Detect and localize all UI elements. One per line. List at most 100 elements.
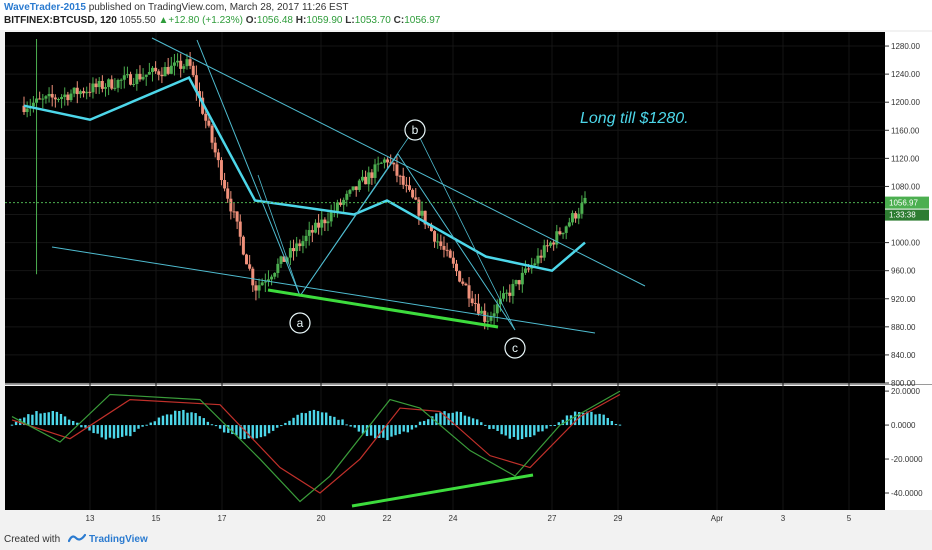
candle-body — [194, 75, 198, 92]
macd-bar — [341, 419, 344, 426]
candle-body — [270, 276, 274, 280]
macd-tick-label: 20.0000 — [891, 387, 920, 396]
candle-body — [147, 71, 151, 75]
candle-body — [160, 74, 164, 77]
candle-body — [82, 91, 86, 94]
price-tick-label: 1280.00 — [891, 42, 920, 51]
price-tick-label: 840.00 — [891, 351, 916, 360]
macd-bar — [202, 418, 205, 426]
candle-body — [219, 160, 223, 181]
candle-body — [260, 282, 264, 286]
candle-body — [577, 213, 581, 219]
candle-body — [373, 164, 377, 178]
candle-body — [502, 293, 506, 299]
candle-body — [210, 125, 214, 143]
candle-body — [72, 87, 76, 94]
wave-label-circle — [289, 312, 311, 334]
macd-bar — [251, 425, 254, 439]
candle-body — [464, 283, 468, 286]
candle-body — [357, 180, 361, 190]
price-marker-label: 1056.97 — [889, 199, 918, 208]
candle-body — [273, 272, 277, 277]
macd-bar — [84, 425, 87, 428]
macd-signal-line — [11, 393, 621, 494]
candle-body — [251, 268, 255, 286]
macd-bar — [361, 425, 365, 434]
macd-bar — [598, 413, 601, 426]
candle-body — [110, 79, 114, 89]
candle-body — [567, 222, 571, 227]
candle-body — [235, 211, 239, 222]
macd-bar — [116, 425, 120, 438]
macd-bar — [320, 412, 324, 426]
candle-body — [514, 280, 518, 284]
candle-body — [241, 236, 245, 255]
candle-body — [44, 96, 48, 99]
author-name[interactable]: WaveTrader-2015 — [4, 2, 86, 13]
candle-body — [144, 74, 148, 77]
date-tick-label: 3 — [781, 514, 786, 523]
candle-body — [122, 75, 126, 80]
candle-body — [132, 84, 136, 86]
candle-body — [288, 248, 292, 258]
candle-body — [445, 249, 449, 251]
macd-bar — [271, 425, 275, 431]
candle-body — [451, 257, 455, 264]
candle-body — [75, 87, 79, 95]
candle-body — [266, 279, 270, 282]
macd-bar — [259, 425, 263, 438]
macd-bar — [398, 425, 401, 435]
macd-bar — [55, 411, 59, 426]
candle-body — [442, 246, 446, 250]
candle-body — [511, 283, 515, 296]
macd-bar — [508, 425, 512, 439]
macd-tick-label: 0.0000 — [891, 421, 916, 430]
macd-bar — [406, 425, 410, 433]
date-tick-label: Apr — [711, 514, 724, 523]
macd-bar — [541, 425, 544, 432]
candle-body — [354, 186, 358, 190]
candle-body — [223, 180, 227, 189]
tradingview-brand[interactable]: TradingView — [89, 534, 148, 545]
candle-body — [232, 211, 236, 213]
ohlc-line: BITFINEX:BTCUSD, 120 1055.50 ▲+12.80 (+1… — [4, 15, 440, 26]
macd-bar — [145, 424, 148, 426]
wave-label-circle — [504, 337, 526, 359]
candle-body — [66, 94, 70, 101]
candle-body — [345, 193, 349, 200]
date-tick-label: 22 — [383, 514, 392, 523]
macd-bar — [549, 425, 552, 427]
candle-body — [470, 298, 474, 304]
macd-bar — [471, 418, 475, 426]
candle-body — [248, 264, 252, 269]
macd-bar — [235, 425, 238, 436]
macd-bar — [602, 414, 605, 426]
candle-body — [348, 190, 352, 194]
candle-body — [47, 93, 51, 97]
price-tick-label: 960.00 — [891, 267, 916, 276]
macd-bar — [451, 412, 454, 426]
candle-body — [549, 242, 553, 246]
price-tick-label: 1080.00 — [891, 182, 920, 191]
macd-bar — [349, 425, 352, 427]
candle-body — [216, 152, 220, 161]
candle-body — [103, 87, 107, 89]
candle-body — [420, 210, 424, 216]
candle-body — [56, 99, 60, 101]
macd-bar — [488, 425, 491, 430]
candle-body — [295, 243, 299, 252]
macd-bar — [516, 425, 520, 440]
candle-body — [558, 231, 562, 235]
macd-bar — [18, 418, 22, 426]
candle-body — [116, 80, 120, 88]
candle-body — [370, 172, 374, 178]
high-label: H: — [295, 15, 307, 26]
candle-body — [38, 98, 42, 100]
macd-bar — [390, 425, 393, 437]
candle-body — [198, 91, 202, 98]
candle-body — [395, 164, 399, 176]
chart-area[interactable]: 1280.00 1240.00 1200.00 1160.00 1120.00 1080.… — [0, 30, 932, 528]
macd-bar — [475, 419, 479, 426]
macd-bar — [614, 423, 618, 426]
candle-body — [154, 67, 158, 72]
